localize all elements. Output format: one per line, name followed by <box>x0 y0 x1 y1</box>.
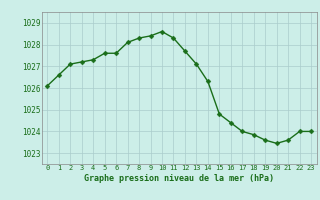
X-axis label: Graphe pression niveau de la mer (hPa): Graphe pression niveau de la mer (hPa) <box>84 174 274 183</box>
